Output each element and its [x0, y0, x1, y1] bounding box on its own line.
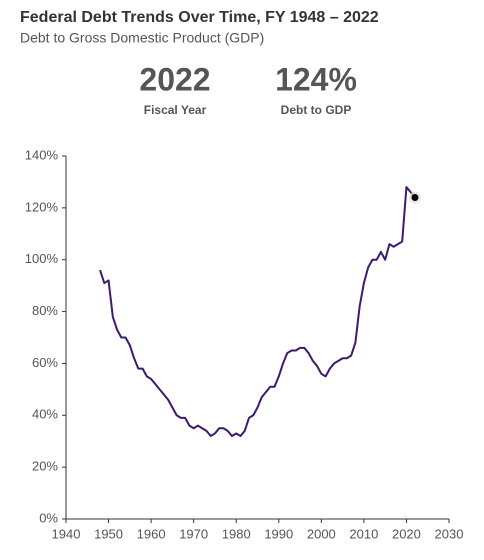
y-tick-label: 120%	[25, 199, 59, 214]
x-tick-label: 2030	[435, 526, 464, 541]
chart-subtitle: Debt to Gross Domestic Product (GDP)	[20, 30, 264, 46]
x-tick-label: 2010	[349, 526, 378, 541]
highlight-year-label: Fiscal Year	[144, 103, 207, 117]
highlight-year: 2022	[139, 61, 210, 97]
x-tick-label: 1990	[264, 526, 293, 541]
data-line	[99, 186, 416, 438]
highlight-value-label: Debt to GDP	[281, 103, 352, 117]
x-tick-label: 1960	[137, 526, 166, 541]
latest-point	[411, 193, 419, 201]
y-tick-label: 40%	[32, 407, 58, 422]
x-tick-label: 1950	[94, 526, 123, 541]
y-tick-label: 20%	[32, 459, 58, 474]
y-tick-label: 100%	[25, 251, 59, 266]
y-tick-label: 60%	[32, 355, 58, 370]
x-tick-label: 1980	[222, 526, 251, 541]
x-tick-label: 1970	[179, 526, 208, 541]
y-tick-label: 0%	[39, 510, 58, 525]
x-tick-label: 2020	[392, 526, 421, 541]
x-tick-label: 2000	[307, 526, 336, 541]
y-tick-label: 80%	[32, 303, 58, 318]
x-tick-label: 1940	[52, 526, 81, 541]
y-tick-label: 140%	[25, 147, 59, 162]
chart-title: Federal Debt Trends Over Time, FY 1948 –…	[20, 9, 379, 26]
highlight-value: 124%	[275, 61, 357, 97]
